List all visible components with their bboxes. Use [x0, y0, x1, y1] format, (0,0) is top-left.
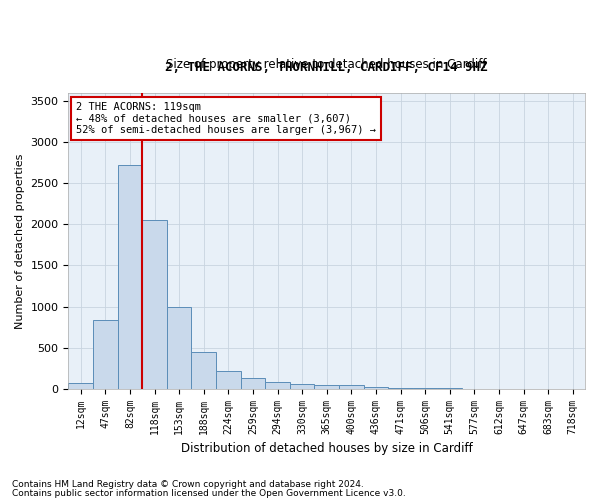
Bar	[216, 371, 241, 388]
Text: Contains public sector information licensed under the Open Government Licence v3: Contains public sector information licen…	[12, 488, 406, 498]
Y-axis label: Number of detached properties: Number of detached properties	[15, 153, 25, 328]
Title: Size of property relative to detached houses in Cardiff: Size of property relative to detached ho…	[166, 58, 487, 71]
Text: 2, THE ACORNS, THORNHILL, CARDIFF, CF14 9HZ: 2, THE ACORNS, THORNHILL, CARDIFF, CF14 …	[166, 61, 488, 74]
Bar	[339, 386, 364, 388]
Bar	[265, 382, 290, 388]
Bar	[93, 320, 118, 388]
Bar	[241, 378, 265, 388]
Bar	[68, 382, 93, 388]
Bar	[290, 384, 314, 388]
Bar	[142, 220, 167, 388]
Bar	[314, 384, 339, 388]
Bar	[191, 352, 216, 389]
Bar	[167, 306, 191, 388]
Text: Contains HM Land Registry data © Crown copyright and database right 2024.: Contains HM Land Registry data © Crown c…	[12, 480, 364, 489]
X-axis label: Distribution of detached houses by size in Cardiff: Distribution of detached houses by size …	[181, 442, 473, 455]
Bar	[364, 387, 388, 388]
Bar	[118, 166, 142, 388]
Text: 2 THE ACORNS: 119sqm
← 48% of detached houses are smaller (3,607)
52% of semi-de: 2 THE ACORNS: 119sqm ← 48% of detached h…	[76, 102, 376, 135]
